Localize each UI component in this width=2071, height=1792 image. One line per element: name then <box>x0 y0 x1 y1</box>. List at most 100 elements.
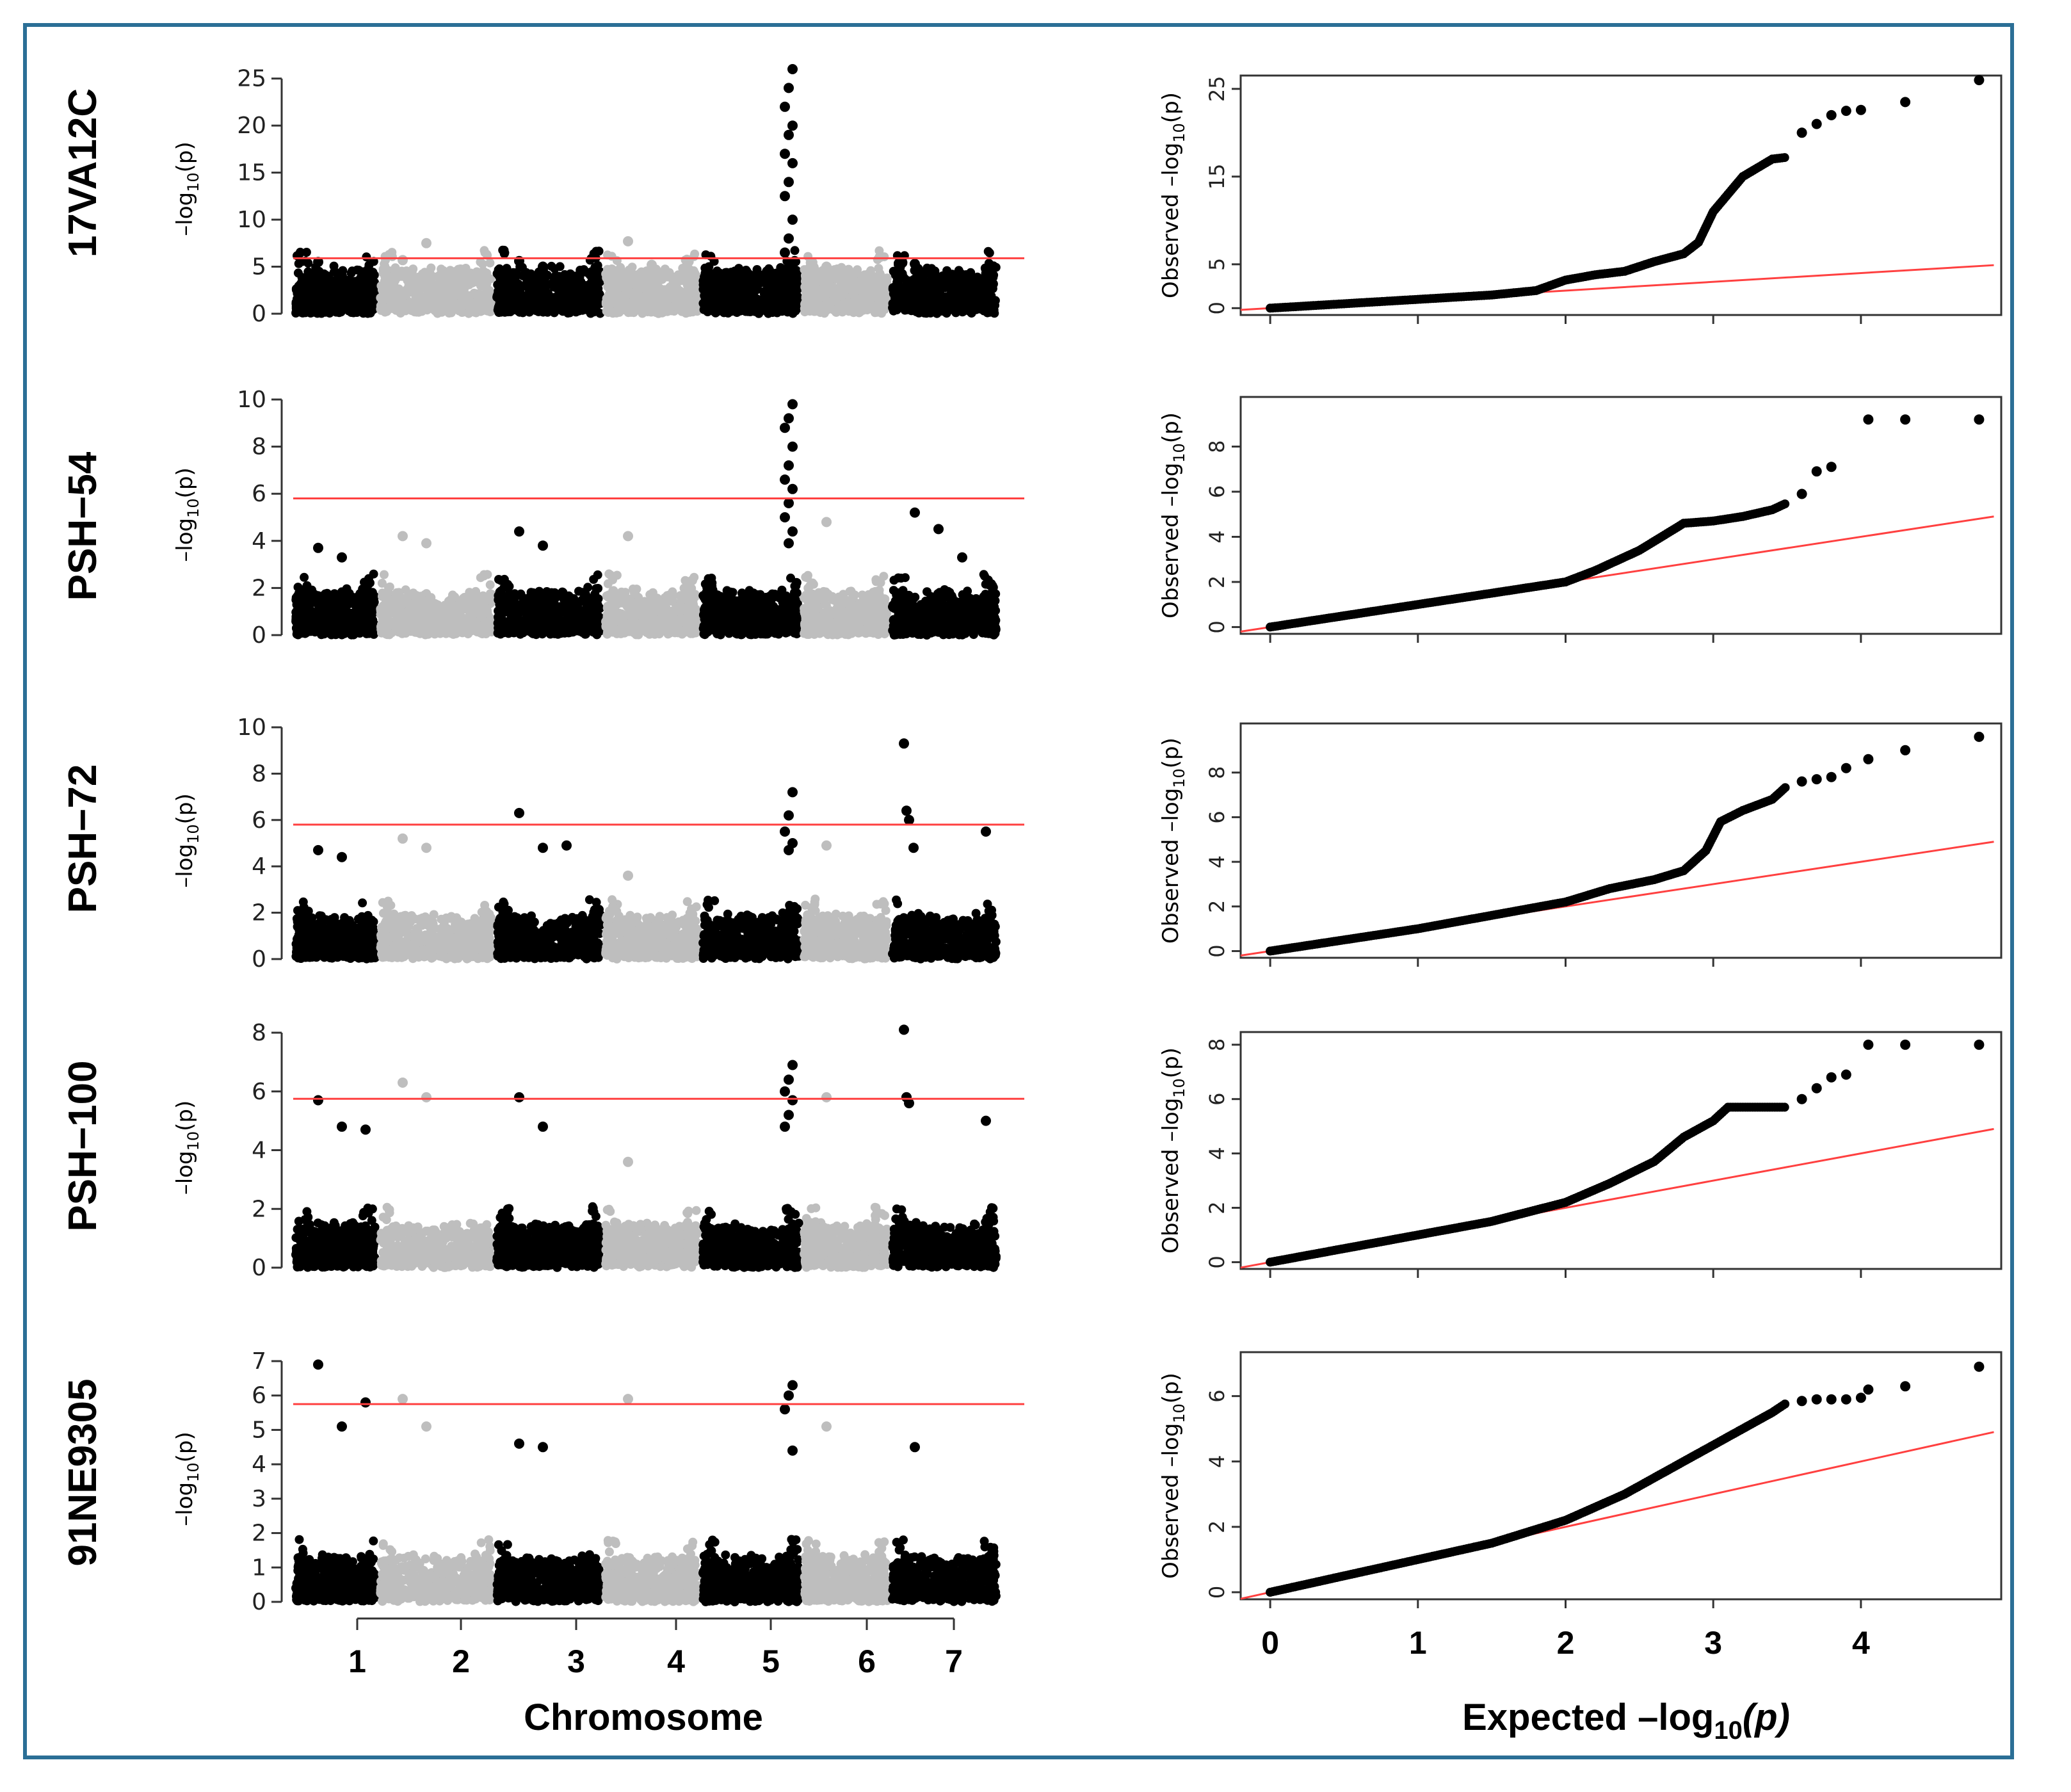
snp-point <box>317 309 326 318</box>
peak-point <box>787 120 798 131</box>
snp-point <box>787 274 796 284</box>
snp-point <box>477 270 487 280</box>
snp-point <box>301 279 310 289</box>
snp-point <box>293 583 303 592</box>
snp-point <box>790 246 800 255</box>
snp-point <box>319 283 329 292</box>
snp-point <box>624 273 634 282</box>
snp-point <box>624 265 634 275</box>
snp-point <box>362 586 371 595</box>
snp-point <box>874 295 883 304</box>
snp-point <box>718 280 727 289</box>
snp-point <box>519 291 529 300</box>
snp-point <box>450 592 460 602</box>
snp-point <box>510 279 520 289</box>
snp-point <box>919 308 929 318</box>
snp-point <box>611 308 621 318</box>
snp-point <box>825 276 834 286</box>
snp-point <box>979 289 988 298</box>
snp-point <box>420 292 430 302</box>
peak-point <box>784 233 794 244</box>
y-tick-label: 15 <box>237 160 266 186</box>
snp-point <box>297 628 307 638</box>
panel-label: 17VA12C <box>61 88 105 257</box>
snp-point <box>367 268 377 277</box>
snp-point <box>296 620 305 630</box>
y-tick-label: 6 <box>252 481 266 507</box>
snp-point <box>702 304 711 314</box>
peak-point <box>787 157 798 168</box>
snp-point <box>662 289 672 298</box>
peak-point <box>398 255 408 266</box>
snp-point <box>444 289 453 298</box>
snp-point <box>792 282 802 291</box>
peak-point <box>538 261 548 272</box>
snp-point <box>414 307 424 317</box>
snp-point <box>550 264 560 273</box>
snp-point <box>894 259 903 268</box>
peak-point <box>780 191 790 202</box>
snp-point <box>809 303 818 313</box>
snp-point <box>531 282 540 291</box>
peak-point <box>623 236 633 246</box>
snp-point <box>348 266 357 276</box>
snp-point <box>690 249 700 259</box>
snp-point <box>330 589 339 599</box>
snp-point <box>969 275 979 285</box>
y-tick-label: 20 <box>237 113 266 139</box>
snp-point <box>424 300 434 309</box>
chromosome-1-points <box>291 569 380 640</box>
snp-point <box>321 274 330 284</box>
peak-point <box>787 214 798 225</box>
snp-point <box>409 591 419 601</box>
snp-point <box>359 278 368 287</box>
snp-point <box>873 255 882 264</box>
snp-point <box>964 292 973 302</box>
peak-point <box>821 261 832 272</box>
snp-point <box>867 271 877 280</box>
y-tick-label: 10 <box>237 207 266 233</box>
y-tick-label: 25 <box>237 66 266 92</box>
snp-point <box>498 288 508 298</box>
snp-point <box>981 305 991 315</box>
snp-point <box>827 297 837 307</box>
snp-point <box>636 303 645 312</box>
snp-point <box>368 293 378 302</box>
snp-point <box>889 299 899 309</box>
snp-point <box>485 258 495 268</box>
snp-point <box>537 301 547 311</box>
snp-point <box>705 279 715 289</box>
y-tick-label: 4 <box>252 528 266 554</box>
peak-point <box>780 247 790 258</box>
snp-point <box>702 293 712 302</box>
snp-point <box>314 626 323 636</box>
snp-point <box>853 265 862 275</box>
snp-point <box>325 307 335 316</box>
snp-point <box>407 269 417 278</box>
snp-point <box>317 613 326 623</box>
snp-point <box>764 266 773 275</box>
chromosome-3-points <box>492 245 605 318</box>
snp-point <box>362 629 371 638</box>
chromosome-2-points <box>376 246 496 318</box>
snp-point <box>646 274 656 284</box>
snp-point <box>335 287 344 297</box>
snp-point <box>588 298 598 308</box>
snp-point <box>793 291 802 301</box>
snp-point <box>385 290 394 300</box>
peak-point <box>337 271 347 282</box>
snp-point <box>494 302 503 311</box>
snp-point <box>876 303 885 312</box>
y-tick-label: 2 <box>252 575 266 601</box>
snp-point <box>987 294 996 303</box>
snp-point <box>892 284 901 293</box>
snp-point <box>657 300 667 309</box>
snp-point <box>552 284 562 294</box>
snp-point <box>494 265 503 275</box>
snp-point <box>556 275 566 284</box>
snp-point <box>788 302 798 311</box>
snp-point <box>302 581 312 590</box>
snp-point <box>723 289 733 298</box>
snp-point <box>302 595 311 605</box>
